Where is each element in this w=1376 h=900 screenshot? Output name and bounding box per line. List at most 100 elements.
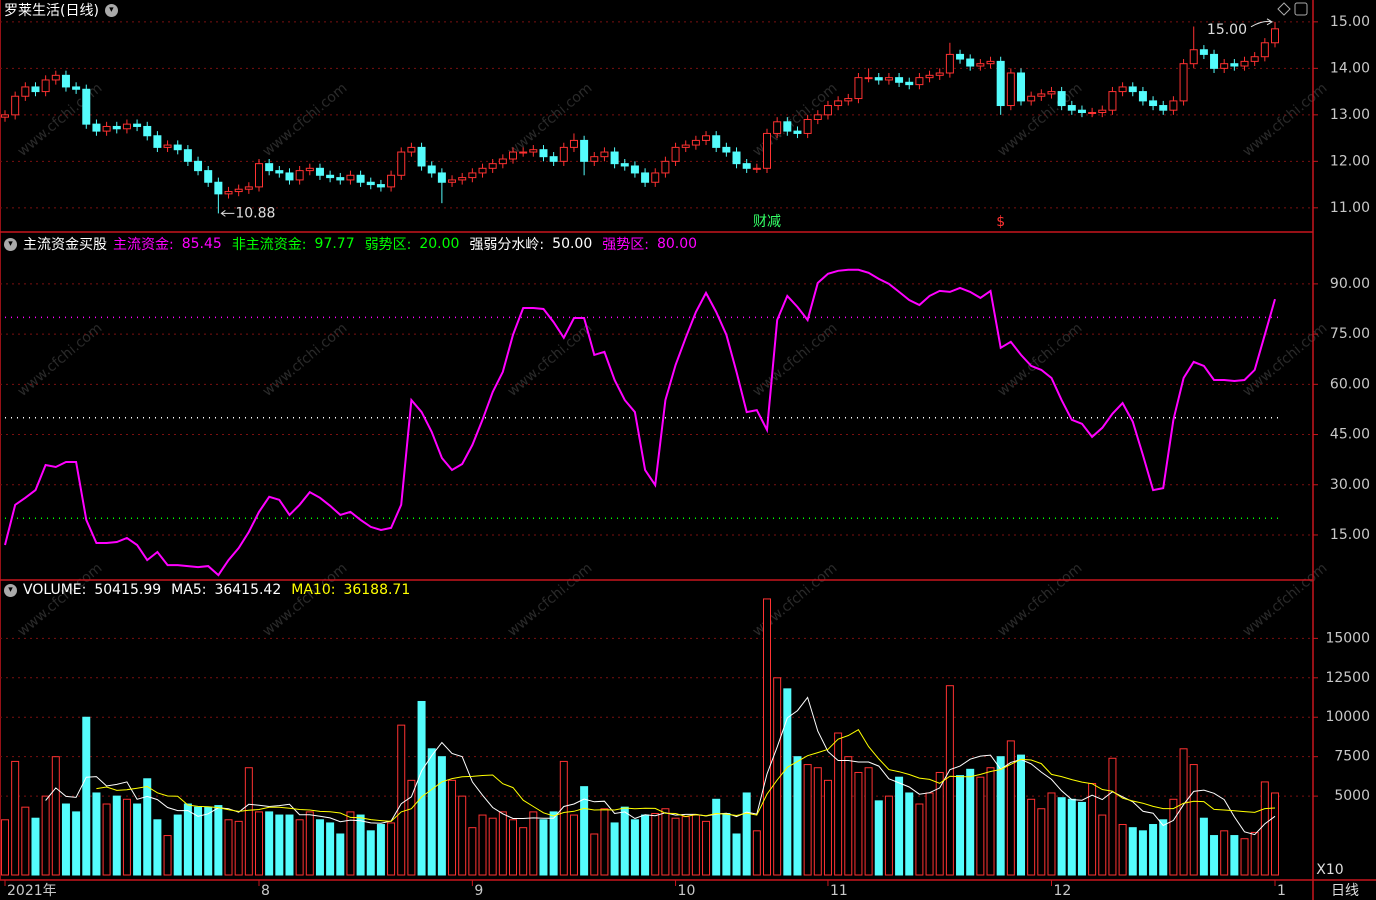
stock-title: 罗莱生活(日线): [4, 3, 99, 19]
candle-body: [519, 151, 528, 154]
y-tick-label: 13.00: [1330, 107, 1370, 123]
volume-bar: [539, 819, 548, 876]
volume-bar: [864, 767, 873, 876]
candle-body: [1220, 63, 1229, 69]
candle-body: [265, 163, 274, 172]
readout-value: 20.00: [419, 236, 460, 252]
y-tick-label: 60.00: [1330, 376, 1370, 392]
candle-body: [376, 184, 385, 188]
candle-body: [478, 167, 487, 174]
indicator-header: ▾ 主流资金买股 主流资金: 85.45 非主流资金: 97.77 弱势区: 20.00 强…: [4, 234, 701, 254]
dropdown-icon[interactable]: ▾: [4, 237, 17, 251]
ma-line: [96, 729, 1276, 822]
candle-body: [884, 77, 893, 81]
candle-body: [295, 170, 304, 181]
candle-body: [21, 86, 30, 97]
volume-bar: [437, 756, 446, 876]
candle-body: [397, 151, 406, 176]
volume-bar: [1199, 817, 1208, 876]
candle-body: [1067, 105, 1076, 111]
volume-bar: [366, 830, 375, 876]
volume-bar: [752, 830, 761, 876]
candle-body: [956, 53, 965, 60]
volume-bar: [1128, 827, 1137, 876]
volume-bar: [681, 816, 690, 876]
candle-body: [1128, 86, 1137, 93]
candle-body: [661, 160, 670, 174]
dropdown-icon[interactable]: ▾: [4, 583, 17, 597]
candle-body: [61, 74, 70, 88]
candle-body: [509, 151, 517, 160]
volume-bar: [834, 732, 843, 876]
candle-body: [255, 163, 263, 188]
volume-bar: [945, 685, 954, 876]
readout-value: 80.00: [656, 236, 698, 252]
toolbar-icon: [1294, 2, 1308, 16]
candle-body: [630, 165, 639, 174]
volume-bar: [21, 806, 30, 876]
volume-bar: [448, 779, 457, 876]
volume-bar: [600, 808, 609, 876]
volume-bar: [905, 792, 914, 876]
candle-body: [732, 151, 741, 165]
volume-bar: [234, 820, 243, 876]
candle-body: [407, 146, 416, 153]
readout-label: VOLUME:: [23, 582, 87, 598]
volume-bar: [173, 814, 182, 876]
candle-body: [742, 163, 751, 169]
volume-bar: [458, 795, 467, 876]
volume-bar: [1017, 754, 1025, 876]
watermark: www.cfchi.com: [260, 560, 351, 640]
volume-bar: [996, 756, 1005, 876]
candle-body: [498, 158, 507, 165]
volume-bar: [895, 776, 904, 876]
candle-body: [1088, 112, 1097, 115]
volume-bar: [722, 812, 731, 876]
candle-body: [1006, 72, 1015, 107]
watermark: www.cfchi.com: [750, 320, 841, 400]
volume-bar: [51, 756, 60, 876]
volume-bar: [326, 822, 335, 876]
candle-body: [844, 98, 853, 102]
volume-bar: [498, 811, 507, 876]
volume-bar: [976, 776, 985, 876]
volume-bar: [793, 756, 802, 876]
candle-body: [488, 163, 497, 169]
price-header: 罗莱生活(日线) ▾: [4, 0, 118, 20]
candle-body: [966, 58, 975, 67]
candle-body: [72, 86, 81, 90]
watermark: www.cfchi.com: [995, 560, 1086, 640]
candle-body: [864, 77, 873, 80]
candle-body: [82, 88, 91, 125]
y-tick-label: 15.00: [1330, 527, 1370, 543]
candle-body: [813, 114, 822, 120]
candle-body: [935, 72, 944, 76]
candle-body: [803, 118, 812, 134]
watermark: www.cfchi.com: [260, 80, 351, 160]
volume-bar: [41, 795, 50, 876]
candle-body: [915, 77, 924, 86]
volume-bar: [1260, 781, 1269, 876]
volume-bar: [651, 812, 660, 876]
annotation-arrow: [1250, 18, 1273, 28]
volume-bar: [509, 819, 517, 876]
dropdown-icon[interactable]: ▾: [104, 3, 118, 17]
readout-label: MA10:: [291, 582, 336, 598]
volume-bar: [1149, 824, 1158, 876]
y-tick-label: 12500: [1325, 670, 1370, 686]
toolbar-icon: [1277, 2, 1291, 16]
volume-bar: [783, 688, 792, 876]
candle-body: [204, 170, 213, 183]
candle-body: [895, 77, 904, 83]
volume-bar: [844, 756, 853, 876]
candle-body: [427, 165, 436, 174]
volume-bar: [244, 767, 253, 876]
volume-bar: [356, 814, 365, 876]
candle-body: [996, 60, 1005, 107]
high-annotation: 15.00: [1207, 22, 1247, 38]
volume-bar: [82, 716, 91, 876]
volume-bar: [61, 803, 70, 876]
candle-body: [1047, 91, 1056, 95]
indicator-line: [4, 268, 1276, 577]
